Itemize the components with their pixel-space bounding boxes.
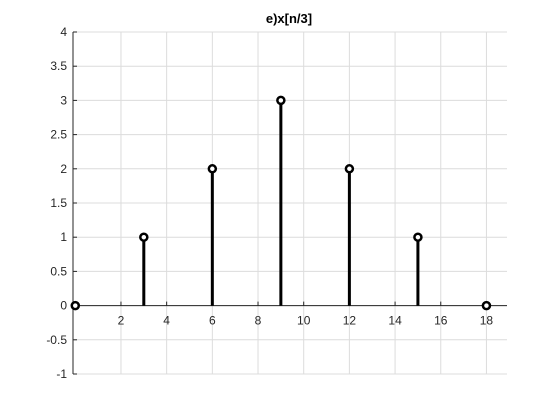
- x-tick-label: 6: [209, 314, 216, 328]
- y-tick-label: 3: [60, 93, 67, 107]
- stem-marker: [344, 164, 355, 174]
- x-tick-label: 16: [434, 314, 448, 328]
- x-tick-label: 14: [388, 314, 402, 328]
- grid-layer: [73, 31, 507, 375]
- stem-marker: [481, 300, 492, 311]
- stem-marker: [207, 164, 218, 174]
- chart-title: e)x[n/3]: [266, 11, 312, 26]
- x-tick-label: 12: [343, 314, 357, 328]
- y-tick-label: 4: [60, 25, 67, 39]
- x-tick-label: 18: [480, 314, 494, 328]
- y-tick-label: 2: [60, 162, 67, 176]
- y-tick-label: 0.5: [50, 264, 67, 278]
- stem-marker: [276, 95, 286, 106]
- stem-marker: [413, 232, 423, 242]
- x-tick-label: 4: [163, 314, 170, 328]
- tick-label-layer: -1 -0.5 0 0.5 1 1.5 2 2.5 3 3.5 4 2 4 6 8 10 12 14 16 18: [46, 25, 493, 381]
- y-tick-label: 2.5: [50, 128, 67, 142]
- stem-marker: [70, 300, 81, 311]
- x-tick-label: 2: [118, 314, 125, 328]
- x-tick-label: 10: [297, 314, 311, 328]
- stem-layer: [70, 95, 492, 311]
- y-tick-label: 1.5: [50, 196, 67, 210]
- y-tick-label: 3.5: [50, 59, 67, 73]
- x-tick-label: 8: [255, 314, 262, 328]
- y-tick-label: 1: [60, 230, 67, 244]
- y-tick-label: -1: [56, 367, 67, 381]
- stem-marker: [139, 232, 149, 242]
- y-tick-label: 0: [60, 299, 67, 313]
- y-tick-label: -0.5: [46, 333, 67, 347]
